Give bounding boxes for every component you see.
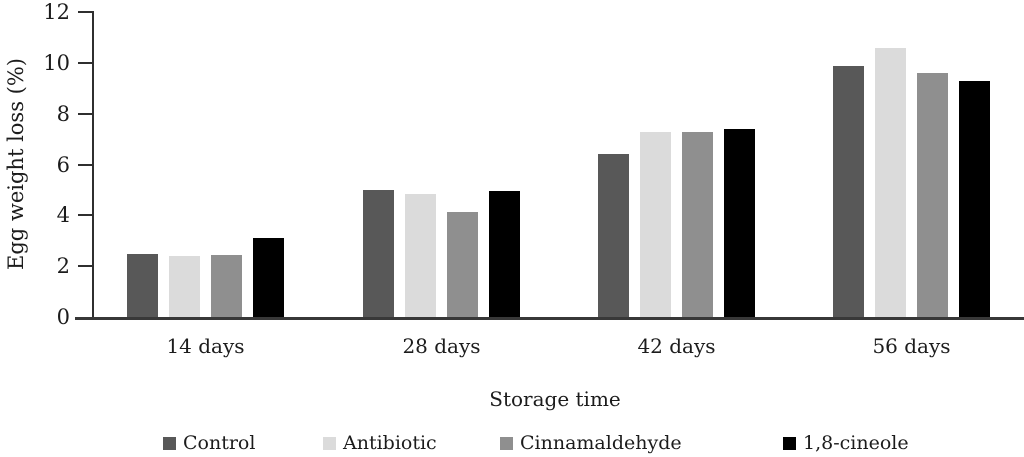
bar-1-8-cineole-42-days xyxy=(724,129,755,317)
legend-item-control: Control xyxy=(163,432,255,454)
bar-antibiotic-14-days xyxy=(169,256,200,317)
legend-item-antibiotic: Antibiotic xyxy=(323,432,437,454)
y-tick-label-12: 12 xyxy=(43,0,70,25)
category-label-28-days: 28 days xyxy=(402,334,481,358)
y-tick-12 xyxy=(78,11,94,14)
y-tick-label-10: 10 xyxy=(43,51,70,75)
bar-antibiotic-42-days xyxy=(640,131,671,317)
bar-antibiotic-28-days xyxy=(405,193,436,317)
category-label-14-days: 14 days xyxy=(166,334,245,358)
y-tick-label-8: 8 xyxy=(56,101,70,126)
y-tick-label-6: 6 xyxy=(56,152,70,177)
bar-control-14-days xyxy=(127,253,158,317)
bar-1-8-cineole-14-days xyxy=(253,238,284,317)
legend-label-1-8-cineole: 1,8-cineole xyxy=(803,432,909,454)
y-tick-10 xyxy=(78,62,94,64)
bar-control-42-days xyxy=(598,154,629,317)
category-label-42-days: 42 days xyxy=(637,334,716,358)
bar-group-42-days xyxy=(598,129,755,317)
bar-group-14-days xyxy=(127,238,284,317)
x-axis-line xyxy=(75,317,1024,320)
bar-control-28-days xyxy=(363,190,394,317)
legend-swatch-control xyxy=(163,436,176,450)
legend-label-control: Control xyxy=(183,432,256,454)
bar-antibiotic-56-days xyxy=(875,47,906,317)
legend-swatch-cinnamaldehyde xyxy=(500,436,513,450)
bar-cinnamaldehyde-56-days xyxy=(917,73,948,317)
y-tick-label-2: 2 xyxy=(56,254,70,279)
bar-1-8-cineole-28-days xyxy=(489,191,520,317)
bar-cinnamaldehyde-42-days xyxy=(682,131,713,317)
x-axis-title: Storage time xyxy=(489,387,621,411)
legend-label-antibiotic: Antibiotic xyxy=(343,432,437,454)
bar-group-28-days xyxy=(363,190,520,317)
legend-item-1-8-cineole: 1,8-cineole xyxy=(783,432,909,454)
y-tick-8 xyxy=(78,112,94,115)
bar-cinnamaldehyde-28-days xyxy=(447,211,478,317)
y-tick-2 xyxy=(78,265,94,268)
bar-cinnamaldehyde-14-days xyxy=(211,254,242,317)
legend-item-cinnamaldehyde: Cinnamaldehyde xyxy=(500,432,682,454)
bar-1-8-cineole-56-days xyxy=(959,80,990,317)
y-tick-4 xyxy=(78,214,94,217)
y-tick-label-0: 0 xyxy=(56,305,70,329)
y-tick-label-4: 4 xyxy=(56,203,70,228)
category-label-56-days: 56 days xyxy=(872,334,951,358)
legend-swatch-1-8-cineole xyxy=(783,436,796,450)
bar-group-56-days xyxy=(833,47,990,317)
bar-control-56-days xyxy=(833,65,864,317)
legend-label-cinnamaldehyde: Cinnamaldehyde xyxy=(520,432,682,454)
legend-swatch-antibiotic xyxy=(323,436,336,450)
y-tick-6 xyxy=(78,163,94,166)
